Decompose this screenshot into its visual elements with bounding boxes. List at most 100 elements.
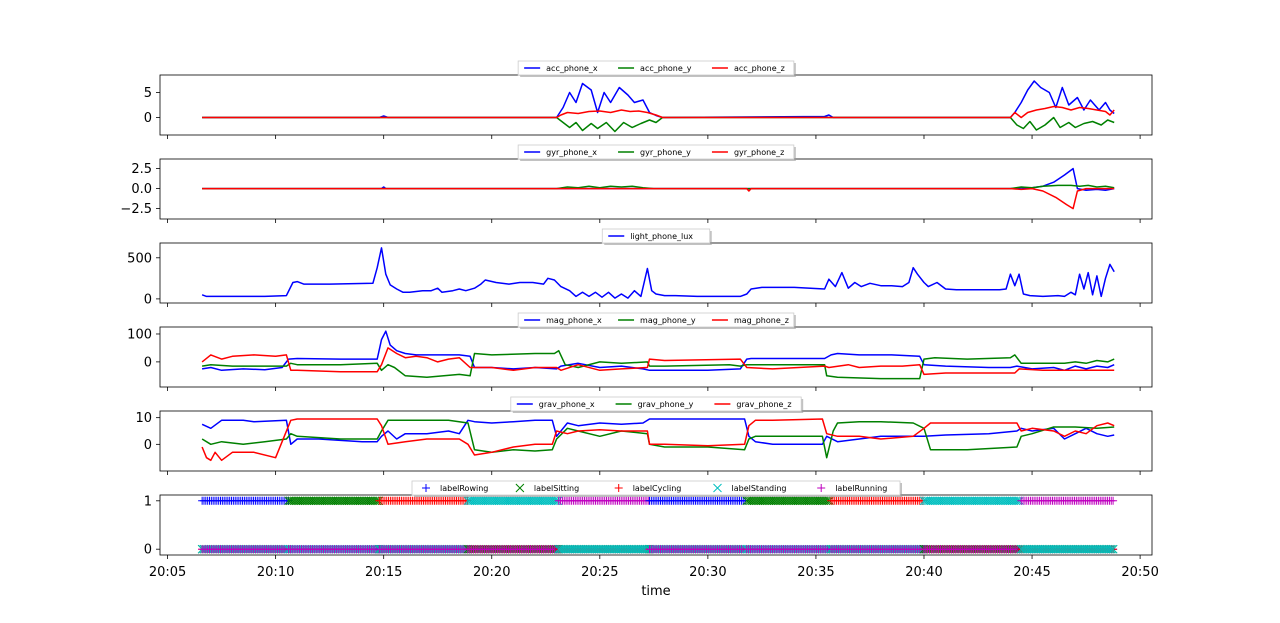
legend-label-gyr_phone_z: gyr_phone_z	[734, 148, 784, 157]
legend-marker-labelSitting	[515, 483, 525, 493]
ytick-label-labels: 1	[144, 494, 152, 509]
series-mag_phone_x	[201, 330, 1115, 372]
xtick-label: 20:25	[581, 565, 618, 580]
ytick-label-acc: 0	[144, 111, 152, 126]
plot-area-mag	[201, 330, 1115, 380]
marker-labelStanding-0	[1105, 544, 1114, 554]
ytick-label-labels: 0	[144, 543, 152, 558]
legend-5: labelRowing labelSitting labelCycling label…	[411, 480, 902, 497]
x-axis-label: time	[641, 584, 670, 599]
legend-label-labelSitting: labelSitting	[534, 484, 579, 493]
panel-light: 500 0 light_phone_lux	[127, 228, 1153, 307]
legend-3: mag_phone_x mag_phone_y mag_phone_z	[517, 312, 796, 329]
series-light_phone_lux	[201, 247, 1115, 299]
time-axis: 20:05 20:10 20:15 20:20 20:25 20:30 20:35 20:40…	[149, 565, 1159, 580]
panels: 5 0 acc_phone_x acc_phone_y acc_phone_z 2.5 0.…	[120, 60, 1153, 559]
label-segment-labelStanding	[463, 496, 563, 554]
marker-labelStanding-1	[549, 496, 559, 506]
legend-0: acc_phone_x acc_phone_y acc_phone_z	[517, 60, 796, 77]
xtick-label: 20:40	[905, 565, 942, 580]
marker-labelStanding-0	[640, 544, 650, 554]
ytick-label-gyr: −2.5	[120, 202, 152, 217]
series-grav_phone_z	[201, 418, 1115, 462]
legend-label-acc_phone_x: acc_phone_x	[546, 64, 598, 73]
legend-box	[510, 396, 802, 412]
panel-grav: 10 0 grav_phone_x grav_phone_y grav_phone_z	[135, 396, 1153, 475]
ytick-label-light: 500	[127, 251, 152, 266]
xtick-label: 20:05	[149, 565, 186, 580]
plot-area-gyr	[202, 167, 1115, 210]
legend-marker-labelRowing	[422, 484, 430, 492]
legend-label-labelCycling: labelCycling	[633, 484, 682, 493]
legend-label-labelRowing: labelRowing	[440, 484, 488, 493]
legend-label-mag_phone_y: mag_phone_y	[640, 316, 696, 325]
plot-area-labels	[197, 496, 1118, 554]
xtick-label: 20:45	[1013, 565, 1050, 580]
legend-marker-labelCycling	[614, 484, 623, 492]
marker-labelRunning-1	[1109, 496, 1118, 505]
label-segment-labelStanding	[919, 496, 1024, 554]
plot-area-grav	[201, 418, 1115, 462]
plot-area-acc	[202, 80, 1115, 133]
label-segment-labelRunning	[1016, 496, 1118, 554]
ytick-label-grav: 10	[135, 411, 152, 426]
marker-labelStanding-1	[1011, 496, 1021, 506]
marker-labelSitting-1	[821, 496, 831, 506]
legend-label-gyr_phone_y: gyr_phone_y	[640, 148, 691, 157]
series-acc_phone_z	[202, 105, 1115, 119]
legend-label-acc_phone_z: acc_phone_z	[734, 64, 785, 73]
panel-acc: 5 0 acc_phone_x acc_phone_y acc_phone_z	[144, 60, 1153, 139]
xtick-label: 20:35	[797, 565, 834, 580]
ytick-label-light: 0	[144, 292, 152, 307]
legend-label-grav_phone_y: grav_phone_y	[638, 400, 694, 409]
xtick-label: 20:30	[689, 565, 726, 580]
legend-label-acc_phone_y: acc_phone_y	[640, 64, 692, 73]
legend-label-grav_phone_x: grav_phone_x	[539, 400, 595, 409]
legend-box	[517, 60, 795, 76]
legend-label-gyr_phone_x: gyr_phone_x	[546, 148, 597, 157]
series-gyr_phone_x	[202, 167, 1115, 191]
xtick-label: 20:15	[365, 565, 402, 580]
marker-labelStanding-0	[1106, 544, 1116, 554]
ytick-label-grav: 0	[144, 438, 152, 453]
series-grav_phone_y	[201, 419, 1115, 459]
plot-area-light	[201, 247, 1115, 299]
ytick-label-acc: 5	[144, 86, 152, 101]
legend-label-mag_phone_x: mag_phone_x	[546, 316, 602, 325]
series-mag_phone_y	[201, 349, 1115, 380]
ytick-label-gyr: 2.5	[131, 162, 152, 177]
xtick-label: 20:50	[1121, 565, 1158, 580]
xtick-label: 20:20	[473, 565, 510, 580]
xtick-label: 20:10	[257, 565, 294, 580]
ytick-label-mag: 100	[127, 327, 152, 342]
legend-box	[601, 228, 711, 244]
legend-label-mag_phone_z: mag_phone_z	[734, 316, 789, 325]
label-segment-labelRowing	[645, 496, 750, 554]
panel-mag: 100 0 mag_phone_x mag_phone_y mag_phone_z	[127, 312, 1153, 391]
label-segment-labelCycling	[826, 496, 928, 554]
legend-marker-labelRunning	[817, 484, 826, 492]
ytick-label-mag: 0	[144, 355, 152, 370]
marker-labelRowing-1	[741, 496, 750, 505]
legend-2: light_phone_lux	[601, 228, 712, 245]
ytick-label-gyr: 0.0	[131, 182, 152, 197]
marker-labelSitting-1	[370, 496, 380, 506]
legend-box	[517, 312, 795, 328]
legend-1: gyr_phone_x gyr_phone_y gyr_phone_z	[517, 144, 796, 161]
legend-label-labelStanding: labelStanding	[732, 484, 787, 493]
series-gyr_phone_z	[202, 187, 1115, 210]
legend-marker-labelStanding	[713, 483, 722, 493]
legend-label-grav_phone_z: grav_phone_z	[736, 400, 791, 409]
marker-labelStanding-0	[1108, 544, 1118, 554]
legend-box	[517, 144, 795, 160]
legend-label-labelRunning: labelRunning	[835, 484, 887, 493]
series-grav_phone_x	[201, 418, 1115, 446]
legend-label-light_phone_lux: light_phone_lux	[630, 232, 693, 241]
legend-box	[411, 480, 901, 496]
series-mag_phone_z	[201, 347, 1115, 376]
legend-4: grav_phone_x grav_phone_y grav_phone_z	[510, 396, 804, 413]
